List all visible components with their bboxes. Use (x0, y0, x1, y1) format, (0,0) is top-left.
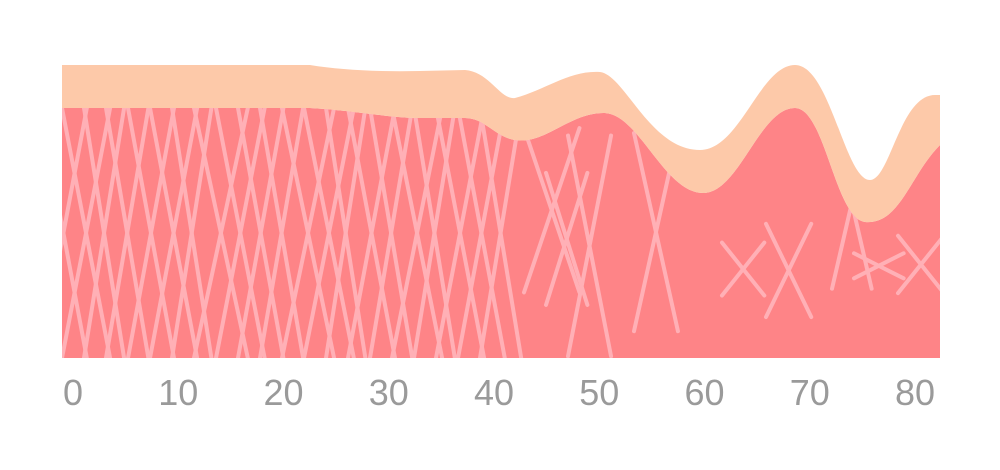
collagen-fiber (258, 108, 306, 358)
collagen-fiber (566, 133, 614, 358)
age-label: 40 (474, 372, 514, 413)
collagen-fiber (368, 108, 415, 358)
epidermis (62, 65, 940, 223)
age-label: 50 (579, 372, 619, 413)
collagen-fiber (346, 108, 397, 358)
collagen-fiber (764, 221, 814, 320)
collagen-fiber (236, 108, 286, 358)
age-label: 10 (158, 372, 198, 413)
collagen-fiber (148, 108, 200, 358)
collagen-fiber (324, 108, 368, 358)
collagen-fiber (478, 108, 524, 358)
age-label: 0 (63, 372, 83, 413)
collagen-fiber (62, 108, 113, 358)
collagen-fiber (192, 108, 250, 358)
collagen-fiber (852, 251, 906, 281)
collagen-fiber (280, 108, 337, 358)
collagen-fiber (720, 240, 767, 298)
collagen-fiber (896, 233, 940, 296)
age-label: 80 (895, 372, 935, 413)
collagen-fiber (62, 108, 89, 358)
age-axis: 0 10 20 30 40 50 60 70 80 (63, 372, 935, 413)
collagen-fiber (456, 108, 507, 358)
collagen-fiber (82, 108, 127, 358)
collagen-fiber (434, 108, 487, 358)
collagen-fibers (62, 108, 940, 358)
age-label: 60 (684, 372, 724, 413)
collagen-fiber (126, 108, 176, 358)
collagen-fiber (412, 108, 457, 358)
collagen-fiber (302, 108, 356, 358)
age-label: 30 (369, 372, 409, 413)
collagen-fiber (104, 108, 151, 358)
collagen-fiber (214, 108, 267, 358)
age-label: 70 (790, 372, 830, 413)
age-label: 20 (263, 372, 303, 413)
collagen-fiber (390, 108, 445, 358)
